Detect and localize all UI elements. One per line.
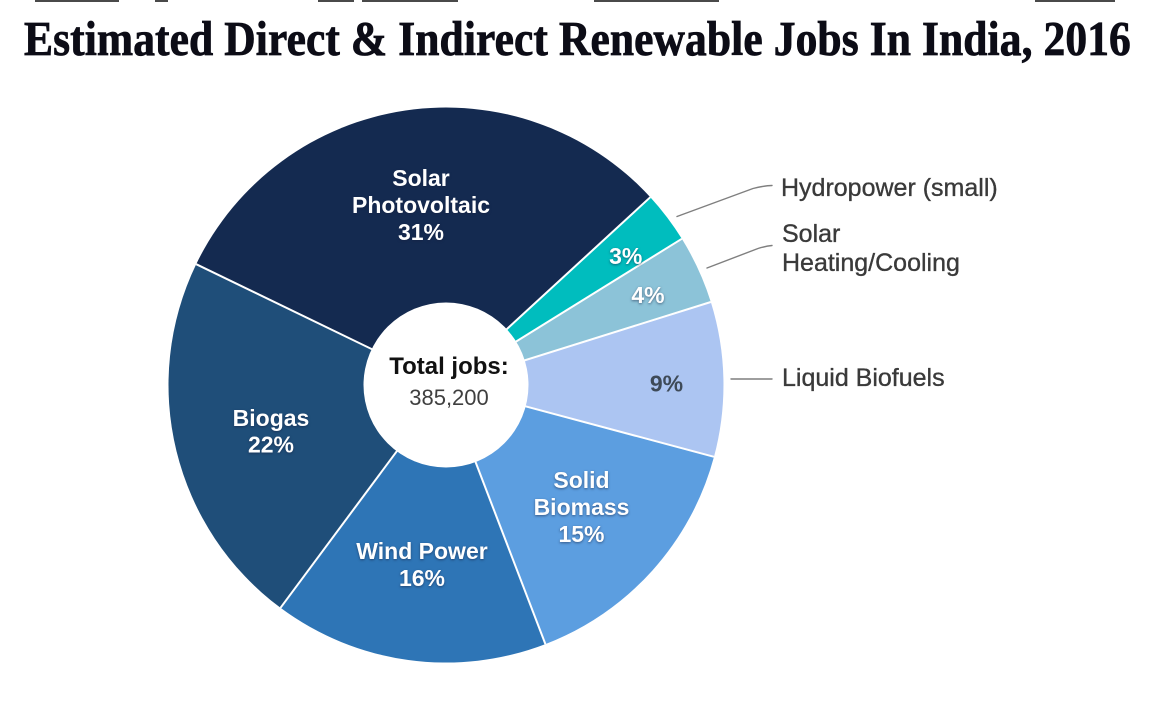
svg-text:31%: 31% (398, 219, 444, 245)
svg-text:Solid: Solid (553, 467, 609, 493)
svg-text:Biogas: Biogas (233, 405, 310, 431)
svg-text:Estimated Direct & Indirect Re: Estimated Direct & Indirect Renewable Jo… (24, 12, 1131, 66)
svg-text:3%: 3% (609, 243, 642, 269)
svg-text:Liquid Biofuels: Liquid Biofuels (782, 364, 945, 392)
svg-text:22%: 22% (248, 432, 294, 458)
svg-text:Biomass: Biomass (534, 494, 630, 520)
svg-text:9%: 9% (650, 371, 683, 397)
svg-text:Heating/Cooling: Heating/Cooling (782, 249, 960, 277)
svg-text:Solar: Solar (392, 165, 450, 191)
svg-text:Photovoltaic: Photovoltaic (352, 192, 490, 218)
svg-text:4%: 4% (631, 282, 664, 308)
svg-text:15%: 15% (558, 521, 604, 547)
svg-text:Solar: Solar (782, 220, 840, 248)
svg-text:Total jobs:: Total jobs: (389, 353, 509, 380)
svg-text:16%: 16% (399, 565, 445, 591)
svg-text:Hydropower (small): Hydropower (small) (781, 174, 998, 202)
svg-text:385,200: 385,200 (409, 385, 489, 410)
svg-text:Wind Power: Wind Power (356, 538, 487, 564)
